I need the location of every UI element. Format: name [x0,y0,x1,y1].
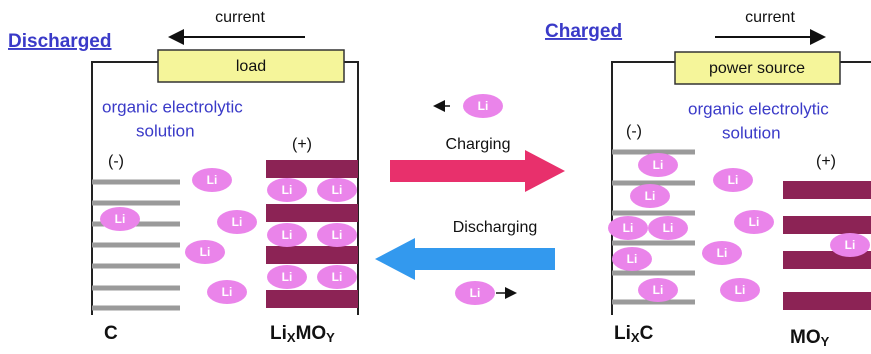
li-label: Li [845,238,856,252]
li-label: Li [627,252,638,266]
li-label: Li [728,173,739,187]
li-label: Li [478,99,489,113]
cathode-bar [266,246,358,264]
li-label: Li [282,183,293,197]
li-label: Li [332,228,343,242]
li-label: Li [653,158,664,172]
electrolyte-label: solution [136,121,195,140]
li-label: Li [470,286,481,300]
li-label: Li [735,283,746,297]
cathode-bar [266,160,358,178]
li-label: Li [332,183,343,197]
electrolyte-label: organic electrolytic [102,97,243,116]
li-label: Li [332,270,343,284]
li-label: Li [222,285,233,299]
li-label: Li [749,215,760,229]
label-part: Y [326,330,335,345]
li-label: Li [282,228,293,242]
label-part: X [631,330,640,345]
li-label: Li [717,246,728,260]
discharging-label: Discharging [453,219,537,236]
cathode-label: MOY [790,327,830,349]
label-part: Li [270,323,287,344]
label-part: X [287,330,296,345]
anode-sign: (-) [108,153,124,170]
li-label: Li [232,215,243,229]
state-label: Charged [545,21,622,42]
cathode-bar [266,204,358,222]
label-part: Li [614,323,631,344]
li-label: Li [623,221,634,235]
li-label: Li [653,283,664,297]
label-part: MO [790,327,821,348]
li-label: Li [200,245,211,259]
anode-sign: (-) [626,123,642,140]
current-label: current [215,9,265,26]
load-label: load [236,58,266,75]
diagram: Discharged current load organic electrol… [0,0,871,354]
cathode-sign: (+) [292,136,312,153]
anode-label: LiXC [614,323,654,345]
electrolyte-label: organic electrolytic [688,99,829,118]
label-part: Y [821,334,830,349]
li-label: Li [645,189,656,203]
label-part: MO [296,323,327,344]
li-label: Li [282,270,293,284]
discharging-arrow [375,238,555,280]
li-label: Li [207,173,218,187]
cathode-bar [783,216,871,234]
cathode-label: LiXMOY [270,323,335,345]
label-part: C [640,323,654,344]
charging-label: Charging [446,136,511,153]
power-label: power source [709,60,805,77]
cathode-bar [266,290,358,308]
current-label: current [745,9,795,26]
li-label: Li [115,212,126,226]
state-label: Discharged [8,31,111,52]
electrolyte-label: solution [722,123,781,142]
cathode-sign: (+) [816,153,836,170]
charging-arrow [390,150,565,192]
cathode-bar [783,181,871,199]
cathode-bar [783,292,871,310]
anode-label: C [104,323,118,344]
li-label: Li [663,221,674,235]
